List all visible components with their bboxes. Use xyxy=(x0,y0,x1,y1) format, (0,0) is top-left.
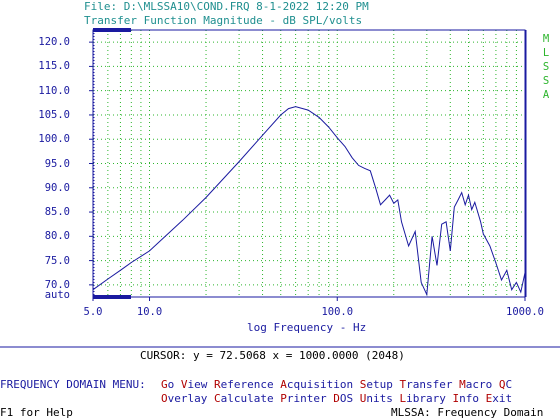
menu-item-calculate[interactable]: Calculate xyxy=(214,392,274,405)
x-tick-label: 100.0 xyxy=(321,306,354,318)
menu-hotkey: R xyxy=(214,378,221,391)
brand-letter: L xyxy=(542,47,550,59)
menu-label: ransfer xyxy=(406,378,453,391)
menu-hotkey: C xyxy=(214,392,221,405)
y-tick-label: auto xyxy=(44,289,70,301)
brand-letter: S xyxy=(542,61,550,73)
menu-hotkey: G xyxy=(161,378,168,391)
menu-item-overlay[interactable]: Overlay xyxy=(161,392,207,405)
menu-hotkey: V xyxy=(180,378,188,391)
menu-hotkey: D xyxy=(333,392,340,405)
menu-hotkey: U xyxy=(359,392,367,405)
x-tick-label: 1000.0 xyxy=(506,306,544,318)
menu-item-exit[interactable]: Exit xyxy=(486,392,513,405)
menu-label: cquisition xyxy=(286,378,354,391)
y-tick-label: 95.0 xyxy=(44,157,70,170)
brand-letter: A xyxy=(542,89,550,101)
mode-indicator: MLSSA: Frequency Domain xyxy=(391,406,544,419)
menu-label: alculate xyxy=(220,392,274,405)
plot-subtitle: Transfer Function Magnitude - dB SPL/vol… xyxy=(84,14,363,27)
menu-hotkey: I xyxy=(452,392,460,405)
x-tick-label: 5.0 xyxy=(83,306,103,318)
y-tick-label: 85.0 xyxy=(44,206,70,219)
menu-item-dos[interactable]: DOS xyxy=(333,392,353,405)
menu-label: C xyxy=(505,378,513,391)
y-tick-label: 75.0 xyxy=(44,254,70,267)
menu-hotkey: Q xyxy=(498,378,506,391)
menu-item-printer[interactable]: Printer xyxy=(280,392,326,405)
menu-hotkey: E xyxy=(485,392,493,405)
menu-hotkey: A xyxy=(280,378,287,391)
menu-label: o xyxy=(167,378,175,391)
y-tick-label: 105.0 xyxy=(38,108,70,121)
y-tick-label: 110.0 xyxy=(38,84,70,97)
x-tick-label: 10.0 xyxy=(136,306,163,318)
menu-label: eference xyxy=(220,378,274,391)
menu-item-units[interactable]: Units xyxy=(360,392,393,405)
menu-hotkey: L xyxy=(399,392,407,405)
y-tick-label: 90.0 xyxy=(44,181,70,194)
menu-hotkey: M xyxy=(459,378,466,391)
menu-label: nfo xyxy=(459,392,479,405)
menu-label: xit xyxy=(492,392,513,405)
menu-label: OS xyxy=(339,392,354,405)
menu-item-reference[interactable]: Reference xyxy=(214,378,274,391)
menu-label: verlay xyxy=(167,392,208,405)
menu-item-go[interactable]: Go xyxy=(161,378,174,391)
menu-item-qc[interactable]: QC xyxy=(499,378,512,391)
menu-item-setup[interactable]: Setup xyxy=(360,378,393,391)
magnitude-curve xyxy=(92,106,526,297)
y-tick-label: 120.0 xyxy=(38,36,70,49)
menu-row-2: Overlay Calculate Printer DOS Units Libr… xyxy=(161,393,512,405)
menu-label: ibrary xyxy=(406,392,446,405)
menu-item-view[interactable]: View xyxy=(181,378,208,391)
y-tick-label: 80.0 xyxy=(44,230,70,243)
y-tick-label: 100.0 xyxy=(38,133,70,146)
cursor-readout: CURSOR: y = 72.5068 x = 1000.0000 (2048) xyxy=(140,349,405,362)
menu-item-info[interactable]: Info xyxy=(452,392,479,405)
menu-title: FREQUENCY DOMAIN MENU: xyxy=(0,378,146,391)
menu-label: rinter xyxy=(286,392,327,405)
menu-hotkey: P xyxy=(280,392,287,405)
help-hint: F1 for Help xyxy=(0,406,73,419)
menu-item-library[interactable]: Library xyxy=(399,392,445,405)
menu-item-transfer[interactable]: Transfer xyxy=(399,378,452,391)
menu-hotkey: S xyxy=(359,378,367,391)
y-tick-label: 70.0 xyxy=(44,278,70,291)
x-axis-title: log Frequency - Hz xyxy=(247,321,367,334)
menu-item-macro[interactable]: Macro xyxy=(459,378,492,391)
menu-item-acquisition[interactable]: Acquisition xyxy=(280,378,353,391)
menu-label: etup xyxy=(366,378,393,391)
file-info: File: D:\MLSSA10\COND.FRQ 8-1-2022 12:20… xyxy=(84,0,369,13)
brand-letter: M xyxy=(542,33,550,45)
brand-letter: S xyxy=(542,75,550,87)
menu-hotkey: T xyxy=(399,378,407,391)
menu-hotkey: O xyxy=(161,392,168,405)
menu-label: nits xyxy=(366,392,393,405)
y-tick-label: 115.0 xyxy=(38,60,70,73)
menu-label: acro xyxy=(465,378,493,391)
menu-row-1: Go View Reference Acquisition Setup Tran… xyxy=(161,379,512,391)
menu-label: iew xyxy=(187,378,208,391)
